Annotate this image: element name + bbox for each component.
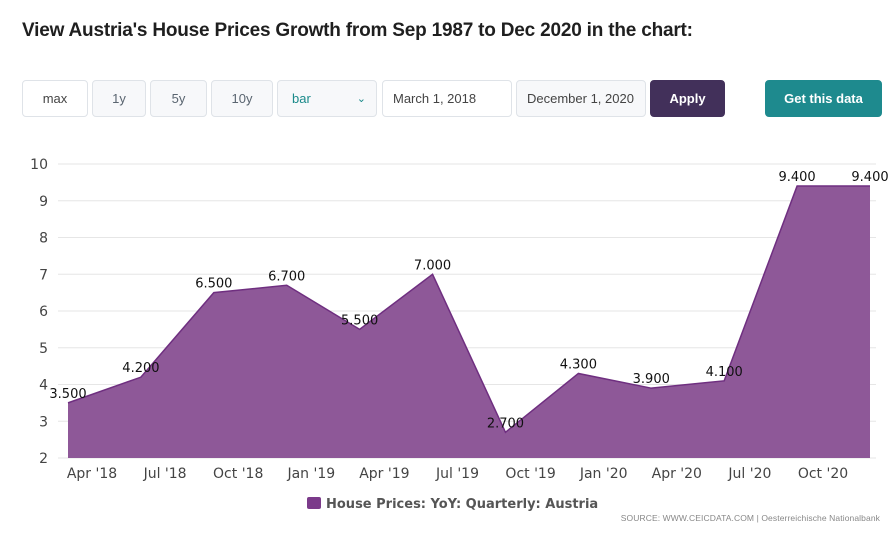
x-tick-label: Jul '20 — [727, 466, 771, 482]
range-max-button[interactable]: max — [22, 80, 88, 117]
data-label: 9.400 — [778, 170, 815, 185]
data-label: 4.300 — [560, 357, 597, 372]
x-tick-label: Apr '19 — [359, 466, 409, 482]
legend-swatch — [307, 497, 321, 509]
y-tick-label: 2 — [39, 451, 48, 467]
series-line — [67, 185, 870, 434]
x-tick-label: Apr '18 — [67, 466, 117, 482]
data-label: 4.100 — [706, 365, 743, 380]
y-tick-label: 9 — [39, 194, 48, 210]
y-tick-label: 4 — [39, 378, 48, 394]
y-tick-label: 7 — [39, 267, 48, 283]
series-area — [68, 186, 870, 459]
x-tick-label: Jul '18 — [143, 466, 187, 482]
range-1y-button[interactable]: 1y — [92, 80, 146, 117]
range-5y-button[interactable]: 5y — [150, 80, 207, 117]
chart-type-value: bar — [292, 91, 311, 106]
end-date-input[interactable]: December 1, 2020 — [516, 80, 646, 117]
y-tick-label: 3 — [39, 414, 48, 430]
y-tick-label: 10 — [30, 157, 48, 173]
chart-type-select[interactable]: bar ⌄ — [277, 80, 377, 117]
data-label: 6.700 — [268, 269, 305, 284]
x-tick-label: Oct '20 — [798, 466, 848, 482]
legend-label: House Prices: YoY: Quarterly: Austria — [326, 497, 598, 512]
y-tick-label: 8 — [39, 231, 48, 247]
apply-button[interactable]: Apply — [650, 80, 725, 117]
data-label: 9.400 — [851, 170, 888, 185]
range-10y-button[interactable]: 10y — [211, 80, 273, 117]
legend[interactable]: House Prices: YoY: Quarterly: Austria — [307, 497, 598, 512]
x-tick-label: Oct '19 — [505, 466, 555, 482]
y-tick-label: 5 — [39, 341, 48, 357]
data-label: 5.500 — [341, 313, 378, 328]
x-tick-label: Oct '18 — [213, 466, 263, 482]
start-date-input[interactable]: March 1, 2018 — [382, 80, 512, 117]
data-label: 6.500 — [195, 277, 232, 292]
chevron-down-icon: ⌄ — [356, 93, 366, 105]
x-tick-label: Apr '20 — [652, 466, 702, 482]
x-tick-label: Jan '20 — [579, 466, 628, 482]
data-label: 3.500 — [49, 387, 86, 402]
data-label: 3.900 — [633, 372, 670, 387]
x-tick-label: Jan '19 — [286, 466, 335, 482]
page-title: View Austria's House Prices Growth from … — [22, 20, 693, 41]
y-tick-label: 6 — [39, 304, 48, 320]
source-credit: SOURCE: WWW.CEICDATA.COM | Oesterreichis… — [620, 513, 880, 523]
data-label: 4.200 — [122, 361, 159, 376]
get-data-button[interactable]: Get this data — [765, 80, 882, 117]
data-label: 2.700 — [487, 416, 524, 431]
x-tick-label: Jul '19 — [435, 466, 479, 482]
data-label: 7.000 — [414, 258, 451, 273]
